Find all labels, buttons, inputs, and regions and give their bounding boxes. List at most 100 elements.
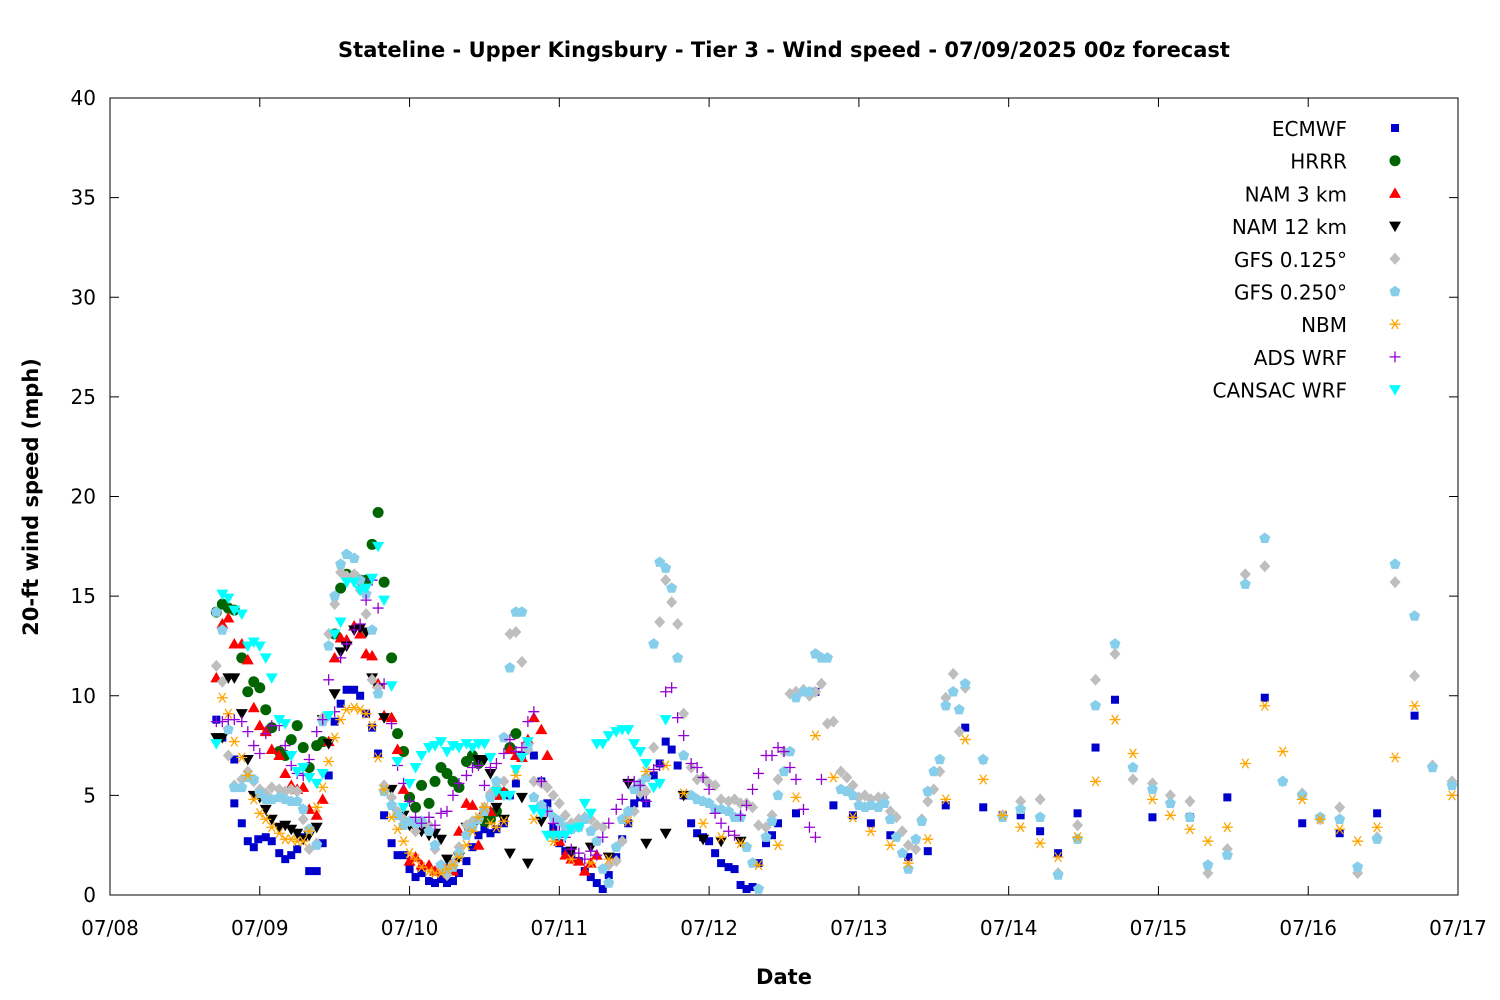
data-point (310, 822, 323, 834)
data-point (1015, 795, 1027, 808)
data-point (717, 859, 726, 868)
data-point (354, 618, 366, 630)
legend-label: CANSAC WRF (1212, 379, 1347, 403)
data-point (324, 771, 333, 780)
data-point (884, 840, 896, 851)
data-point (297, 742, 309, 754)
data-point (1052, 851, 1064, 863)
data-point (360, 608, 372, 621)
plot-frame (109, 97, 1459, 896)
data-point (425, 877, 434, 886)
x-tick-label: 07/08 (81, 916, 139, 940)
data-point (916, 815, 928, 826)
data-point (235, 709, 248, 720)
data-point (391, 743, 404, 755)
data-point (335, 558, 347, 569)
data-point (291, 720, 303, 732)
y-tick-label: 5 (83, 783, 96, 807)
data-point (411, 873, 420, 882)
data-point (1223, 793, 1232, 802)
data-point (1072, 819, 1084, 832)
legend-marker (1389, 155, 1401, 167)
data-point (310, 778, 323, 790)
data-point (322, 711, 335, 722)
data-point (673, 761, 682, 770)
data-point (604, 871, 613, 880)
data-point (216, 618, 229, 629)
data-point (259, 804, 272, 816)
data-point (934, 753, 946, 765)
data-point (622, 816, 634, 827)
y-tick-label: 20 (71, 485, 96, 509)
data-point (281, 855, 290, 864)
data-point (285, 734, 297, 746)
data-point (1298, 819, 1307, 828)
data-point (672, 618, 684, 631)
data-point (484, 791, 496, 803)
data-point (559, 830, 572, 842)
data-point (443, 879, 451, 888)
data-point (790, 792, 802, 803)
data-point (385, 711, 398, 723)
data-point (453, 777, 465, 789)
data-point (423, 865, 435, 877)
data-point (1015, 803, 1027, 814)
data-point (1446, 779, 1458, 791)
data-point (303, 843, 315, 856)
data-point (553, 797, 565, 810)
data-point (216, 716, 228, 728)
data-point (1054, 849, 1063, 858)
data-point (423, 859, 436, 870)
data-point (492, 825, 501, 834)
data-point (468, 843, 477, 852)
data-point (447, 789, 459, 801)
x-tick-label: 07/17 (1429, 916, 1487, 940)
data-point (342, 685, 351, 694)
data-point (366, 624, 378, 635)
data-point (484, 813, 496, 825)
data-point (416, 817, 428, 829)
data-point (711, 849, 720, 858)
data-point (210, 659, 222, 672)
data-point (648, 638, 660, 649)
data-point (778, 746, 790, 758)
data-point (452, 743, 465, 754)
data-point (603, 853, 615, 865)
data-point (254, 748, 266, 760)
data-point (705, 837, 714, 846)
data-point (648, 741, 660, 754)
data-point (521, 737, 534, 748)
y-tick-label: 40 (71, 86, 96, 110)
data-point (1202, 836, 1214, 847)
data-point (242, 686, 254, 698)
data-point (884, 813, 896, 824)
data-point (1334, 801, 1346, 814)
data-point (729, 829, 741, 841)
data-point (305, 867, 314, 876)
data-point (649, 771, 658, 780)
data-point (503, 848, 516, 860)
data-point (848, 811, 857, 820)
data-point (841, 771, 853, 784)
data-point (835, 765, 847, 778)
data-point (541, 749, 554, 761)
data-point (640, 785, 652, 798)
data-point (784, 745, 796, 757)
legend-marker (1389, 285, 1401, 297)
data-point (466, 826, 478, 837)
data-point (1148, 813, 1157, 822)
data-point (947, 667, 959, 680)
data-point (659, 715, 672, 726)
data-point (610, 841, 622, 852)
data-point (316, 793, 329, 804)
data-point (1259, 700, 1271, 711)
data-point (678, 749, 690, 761)
data-point (521, 858, 534, 870)
legend-label: HRRR (1290, 150, 1347, 174)
data-point (772, 789, 784, 801)
data-point (624, 819, 633, 828)
x-tick-label: 07/11 (531, 916, 589, 940)
data-point (516, 742, 528, 754)
data-point (784, 761, 796, 773)
data-point (210, 606, 222, 617)
